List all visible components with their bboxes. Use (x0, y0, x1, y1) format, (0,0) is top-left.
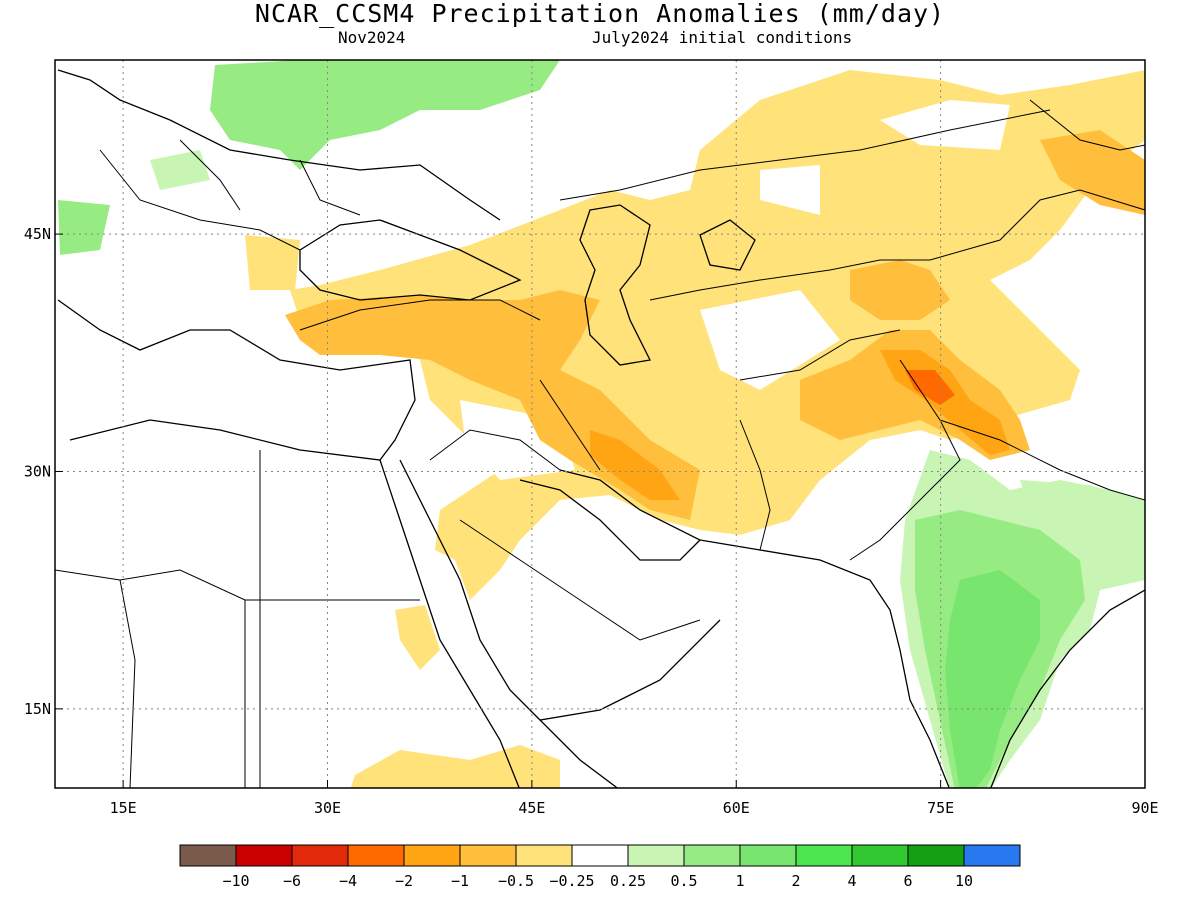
coast-black-sea (299, 219, 522, 301)
colorbar-swatch (403, 844, 461, 867)
colorbar-swatch (907, 844, 965, 867)
lon-tick-label: 45E (518, 799, 545, 817)
colorbar-swatch (795, 844, 853, 867)
border-himalaya (939, 419, 1145, 501)
latitude-labels: 45N 30N 15N (24, 225, 63, 718)
anomaly-region-moderate-dry-tian (850, 260, 950, 320)
coast-aral (699, 219, 756, 271)
coast-europe-north (57, 69, 501, 221)
graticule (55, 60, 1145, 788)
colorbar-label: 1 (735, 872, 744, 890)
colorbar-swatch (459, 844, 517, 867)
border-europe-1 (99, 149, 301, 251)
valid-month-label: Nov2024 (338, 28, 406, 47)
colorbar-swatch (851, 844, 909, 867)
coast-red-sea-west (379, 459, 520, 788)
colorbar-swatch (571, 844, 629, 867)
anomaly-hole-2 (880, 100, 1010, 150)
anomaly-region-light-wet-balkans (58, 200, 110, 255)
lat-tick-label: 15N (24, 700, 51, 718)
border-africa-1 (55, 569, 420, 601)
coast-india-east (990, 589, 1145, 788)
colorbar-swatch (683, 844, 741, 867)
map-frame (54, 59, 1146, 789)
anomaly-region-moderate-dry (285, 290, 700, 520)
colorbar-swatch (739, 844, 797, 867)
border-mideast-1 (429, 429, 561, 471)
colorbar-label: −1 (451, 872, 469, 890)
lon-tick-label: 75E (927, 799, 954, 817)
border-china (929, 189, 1145, 261)
lon-tick-label: 60E (723, 799, 750, 817)
coast-caspian (579, 204, 651, 366)
colorbar-label: −0.5 (498, 872, 534, 890)
colorbar (179, 844, 1021, 867)
anomaly-region-moderate-dry-ne (1040, 130, 1145, 215)
colorbar-label: 6 (903, 872, 912, 890)
colorbar-label: 10 (955, 872, 973, 890)
lon-tick-label: 15E (110, 799, 137, 817)
colorbar-swatch (963, 844, 1021, 867)
colorbar-swatch (627, 844, 685, 867)
border-iran-west (539, 379, 601, 471)
anomaly-region-wet-india (945, 570, 1040, 788)
anomaly-region-light-wet-europe (210, 60, 560, 170)
anomaly-region-very-strong-dry (905, 370, 955, 405)
colorbar-swatch (515, 844, 573, 867)
colorbar-label: 4 (847, 872, 856, 890)
init-conditions-label: July2024 initial conditions (592, 28, 853, 47)
colorbar-label: −6 (283, 872, 301, 890)
anomaly-region-light-wet-bengal (1020, 480, 1145, 530)
anomaly-fields (58, 60, 1145, 788)
border-pakistan-india (849, 359, 961, 561)
coast-red-sea-east (399, 459, 721, 721)
coast-mediterranean (57, 299, 416, 461)
map-title: NCAR_CCSM4 Precipitation Anomalies (mm/d… (254, 0, 946, 28)
colorbar-swatch (291, 844, 349, 867)
border-europe-2 (179, 139, 241, 211)
colorbar-label: −2 (395, 872, 413, 890)
lat-tick-label: 30N (24, 462, 51, 480)
colorbar-label: −4 (339, 872, 357, 890)
coast-persian-gulf (519, 469, 702, 561)
anomaly-region-strong-dry (590, 430, 680, 500)
border-saudi (459, 519, 701, 641)
colorbar-label: 0.25 (610, 872, 646, 890)
coast-africa-horn (539, 719, 619, 788)
coastlines (57, 69, 1145, 788)
border-mongolia (1029, 99, 1145, 151)
colorbar-swatch (179, 844, 237, 867)
border-afghan (739, 329, 901, 381)
border-kazakh-south (649, 259, 930, 301)
coast-arabian-sea (699, 539, 950, 788)
anomaly-region-light-dry-redsea (395, 605, 440, 670)
colorbar-label: −10 (222, 872, 249, 890)
borders (55, 99, 1145, 788)
border-europe-3 (299, 159, 361, 216)
border-iran-east (739, 419, 771, 551)
border-kazakh-north (559, 109, 1051, 201)
lon-tick-label: 90E (1131, 799, 1158, 817)
colorbar-swatch (347, 844, 405, 867)
colorbar-label: 2 (791, 872, 800, 890)
anomaly-hole-3 (700, 290, 840, 390)
lon-tick-label: 30E (314, 799, 341, 817)
border-turkey (299, 299, 541, 331)
anomaly-region-light-dry-horn (350, 745, 560, 788)
anomaly-region-light-wet-europe-2 (150, 150, 210, 190)
colorbar-label: 0.5 (670, 872, 697, 890)
anomaly-hole-1 (760, 165, 820, 215)
border-africa-4 (119, 579, 136, 788)
colorbar-swatch (235, 844, 293, 867)
lat-tick-label: 45N (24, 225, 51, 243)
longitude-labels: 15E 30E 45E 60E 75E 90E (110, 780, 1159, 817)
anomaly-region-light-dry-west (245, 235, 300, 290)
colorbar-label: −0.25 (549, 872, 594, 890)
colorbar-labels: −10 −6 −4 −2 −1 −0.5 −0.25 0.25 0.5 1 2 4 6 10 (222, 872, 973, 890)
